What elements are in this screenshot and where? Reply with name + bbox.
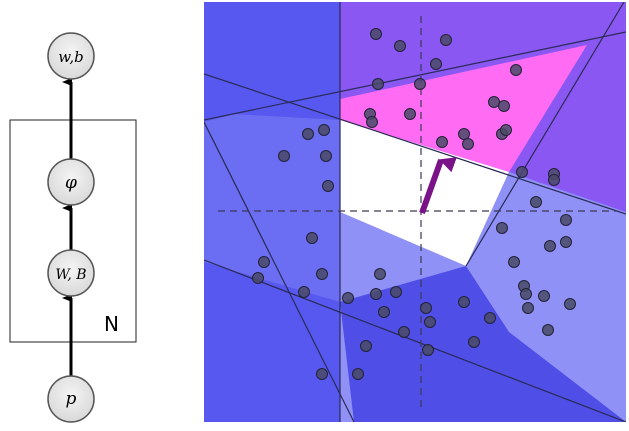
data-point bbox=[488, 96, 500, 108]
data-point bbox=[298, 286, 310, 298]
data-point bbox=[560, 214, 572, 226]
data-point bbox=[316, 368, 328, 380]
node-phi: φ bbox=[47, 158, 95, 206]
data-point bbox=[342, 292, 354, 304]
data-point bbox=[468, 336, 480, 348]
data-point bbox=[370, 28, 382, 40]
hyperplane-line-6 bbox=[203, 121, 355, 423]
data-point bbox=[530, 196, 542, 208]
data-point bbox=[508, 256, 520, 268]
data-point bbox=[436, 136, 448, 148]
hyperplane-lines bbox=[203, 1, 627, 423]
node-phi-label: φ bbox=[65, 173, 77, 193]
data-point bbox=[458, 296, 470, 308]
data-point bbox=[302, 128, 314, 140]
data-point bbox=[252, 272, 264, 284]
data-point bbox=[360, 340, 372, 352]
hyperplane-line-3 bbox=[203, 73, 627, 215]
region-bottom-deep bbox=[340, 266, 626, 422]
data-point bbox=[516, 166, 528, 178]
data-point bbox=[542, 324, 554, 336]
data-point bbox=[322, 180, 334, 192]
data-point bbox=[522, 302, 534, 314]
plate-label: N bbox=[104, 312, 119, 336]
data-point bbox=[398, 326, 410, 338]
data-point bbox=[390, 286, 402, 298]
data-point bbox=[370, 288, 382, 300]
data-point bbox=[320, 150, 332, 162]
hyperplane-line-2 bbox=[203, 31, 627, 121]
data-point bbox=[510, 64, 522, 76]
data-point bbox=[258, 256, 270, 268]
data-point bbox=[278, 150, 290, 162]
region-right-violet bbox=[509, 32, 626, 212]
data-point bbox=[374, 268, 386, 280]
graphical-model-svg: N w,b φ W, B p bbox=[9, 32, 137, 423]
data-point bbox=[318, 124, 330, 136]
data-point bbox=[500, 124, 512, 136]
data-point bbox=[372, 78, 384, 90]
graphical-model-panel: N w,b φ W, B p bbox=[0, 0, 160, 427]
normal-vector-arrow bbox=[419, 157, 457, 215]
data-point bbox=[458, 128, 470, 140]
data-point bbox=[430, 58, 442, 70]
node-WB-label: W, B bbox=[55, 267, 86, 283]
hyperplane-scene-panel bbox=[203, 1, 627, 423]
data-point bbox=[560, 236, 572, 248]
data-point bbox=[440, 34, 452, 46]
data-point bbox=[520, 288, 532, 300]
data-point bbox=[462, 138, 474, 150]
node-p: p bbox=[47, 375, 95, 423]
data-point bbox=[424, 316, 436, 328]
hyperplane-line-5 bbox=[203, 259, 627, 423]
region-white bbox=[340, 120, 509, 266]
node-WB: W, B bbox=[47, 249, 95, 297]
node-wb-label: w,b bbox=[58, 48, 83, 66]
data-point bbox=[414, 78, 426, 90]
data-point bbox=[316, 268, 328, 280]
data-point bbox=[422, 344, 434, 356]
region-left-deep bbox=[204, 2, 340, 422]
node-p-label: p bbox=[66, 389, 77, 409]
data-point bbox=[548, 174, 560, 186]
data-point bbox=[366, 116, 378, 128]
data-point bbox=[352, 368, 364, 380]
data-point bbox=[544, 240, 556, 252]
points-layer bbox=[252, 28, 576, 380]
data-point bbox=[564, 298, 576, 310]
data-point bbox=[404, 108, 416, 120]
node-wb: w,b bbox=[47, 32, 95, 80]
plate bbox=[9, 119, 137, 343]
region-magenta bbox=[340, 45, 587, 172]
data-point bbox=[394, 40, 406, 52]
data-point bbox=[378, 306, 390, 318]
hyperplane-line-4 bbox=[465, 1, 625, 267]
data-point bbox=[538, 290, 550, 302]
data-point bbox=[420, 302, 432, 314]
data-point bbox=[306, 232, 318, 244]
data-point bbox=[484, 312, 496, 324]
hyperplane-scene-svg bbox=[203, 1, 627, 423]
data-point bbox=[496, 222, 508, 234]
data-point bbox=[498, 100, 510, 112]
